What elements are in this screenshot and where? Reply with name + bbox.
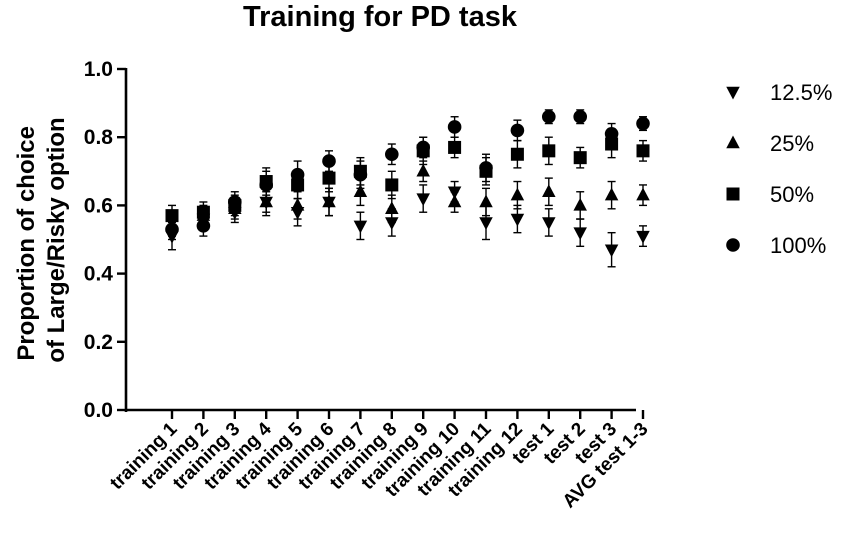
data-point: [573, 227, 587, 241]
data-point: [542, 144, 556, 158]
data-point: [479, 194, 493, 208]
legend-marker-1: [726, 135, 740, 149]
data-point: [636, 116, 650, 131]
data-point: [259, 178, 274, 192]
data-point: [479, 217, 493, 230]
data-point: [510, 123, 525, 138]
chart-title: Training for PD task: [243, 1, 518, 33]
series-0: [165, 180, 650, 268]
data-point: [353, 220, 368, 234]
legend-label-1: 25%: [770, 131, 814, 156]
data-point: [604, 126, 619, 141]
data-point: [385, 217, 399, 230]
data-point: [416, 140, 431, 155]
y-axis-label-line-1: Proportion of choice: [13, 126, 40, 361]
y-axis-label: Proportion of choice of Large/Risky opti…: [13, 117, 70, 362]
data-point: [604, 244, 619, 258]
data-point: [573, 197, 587, 211]
y-tick-label: 0.0: [84, 399, 113, 422]
y-tick-label: 0.8: [84, 126, 114, 149]
data-point: [353, 184, 368, 198]
y-tick-label: 0.2: [84, 331, 113, 354]
data-point: [259, 194, 273, 208]
data-point: [510, 147, 524, 161]
data-point: [479, 161, 493, 175]
data-point: [290, 197, 305, 211]
data-point: [447, 120, 462, 134]
data-point: [636, 230, 650, 244]
data-point: [353, 167, 368, 182]
data-point: [322, 194, 336, 208]
data-marks: [165, 109, 650, 268]
data-point: [322, 154, 336, 168]
legend-label-3: 100%: [770, 233, 826, 258]
data-point: [322, 171, 336, 185]
data-point: [448, 140, 462, 154]
legend-marker-0: [726, 86, 740, 100]
data-point: [636, 144, 650, 158]
legend-label-2: 50%: [770, 182, 814, 207]
data-point: [196, 219, 211, 233]
data-point: [604, 187, 619, 201]
data-point: [385, 178, 399, 192]
data-point: [290, 167, 305, 182]
series-3: [165, 109, 650, 241]
y-tick-label: 0.4: [84, 263, 114, 286]
data-point: [416, 193, 430, 207]
legend-marker-3: [726, 238, 740, 252]
legend: 12.5% 25% 50% 100%: [726, 80, 832, 258]
legend-marker-2: [726, 187, 740, 201]
data-point: [510, 213, 525, 227]
data-point: [385, 147, 399, 162]
data-point: [542, 217, 556, 230]
y-axis-label-line-2: of Large/Risky option: [43, 117, 70, 362]
y-tick-label: 1.0: [84, 58, 113, 81]
legend-label-0: 12.5%: [770, 80, 832, 105]
data-point: [573, 109, 587, 124]
data-point: [510, 187, 525, 201]
data-point: [542, 184, 556, 198]
data-point: [636, 187, 650, 201]
data-point: [447, 194, 462, 208]
data-point: [228, 195, 242, 209]
y-tick-label: 0.6: [84, 194, 113, 217]
data-point: [385, 201, 399, 215]
data-point: [573, 151, 587, 165]
data-point: [542, 109, 556, 124]
data-point: [165, 222, 179, 237]
data-point: [416, 163, 430, 177]
